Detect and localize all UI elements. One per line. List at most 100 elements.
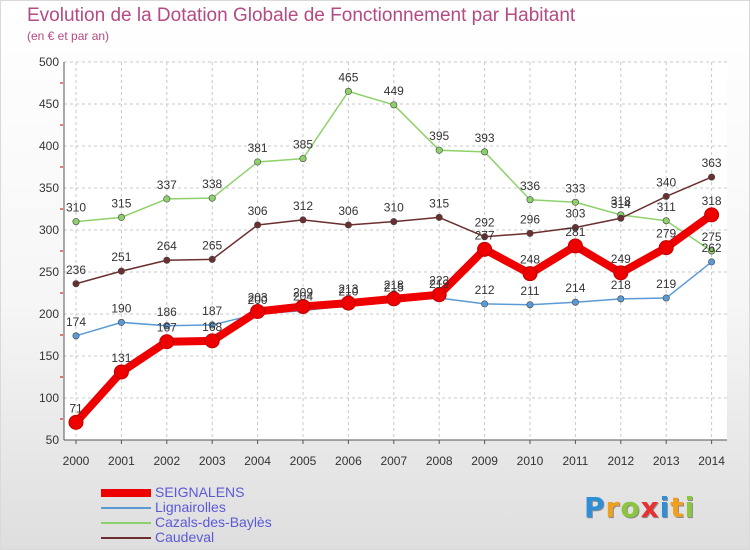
data-label: 212 bbox=[475, 283, 495, 297]
data-point bbox=[613, 265, 629, 281]
legend-swatch bbox=[101, 488, 151, 497]
legend-swatch bbox=[101, 506, 151, 509]
data-point bbox=[163, 256, 171, 264]
data-label: 306 bbox=[338, 204, 358, 218]
data-point bbox=[526, 229, 534, 237]
x-tick-label: 2011 bbox=[562, 454, 588, 468]
data-label: 236 bbox=[66, 263, 86, 277]
y-tick-label: 150 bbox=[39, 349, 59, 363]
data-point bbox=[295, 298, 311, 314]
data-label: 186 bbox=[157, 305, 177, 319]
legend-label: Lignairolles bbox=[155, 499, 226, 515]
data-label: 190 bbox=[111, 301, 131, 315]
y-tick-label: 450 bbox=[39, 97, 59, 111]
data-point bbox=[481, 233, 489, 241]
data-label: 281 bbox=[565, 225, 585, 239]
data-label: 204 bbox=[293, 290, 313, 304]
data-point bbox=[208, 194, 216, 202]
data-label: 131 bbox=[111, 351, 131, 365]
data-point bbox=[390, 101, 398, 109]
data-point bbox=[72, 218, 80, 226]
data-point bbox=[254, 221, 262, 229]
data-point bbox=[208, 255, 216, 263]
data-point bbox=[662, 294, 670, 302]
y-tick-label: 100 bbox=[39, 391, 59, 405]
data-label: 311 bbox=[657, 200, 676, 214]
data-point bbox=[477, 241, 493, 257]
data-point bbox=[526, 301, 534, 309]
legend-label: Caudeval bbox=[155, 529, 215, 545]
logo-letter: x bbox=[640, 491, 660, 524]
legend-label: SEIGNALENS bbox=[155, 484, 245, 500]
data-point bbox=[68, 414, 84, 430]
data-label: 71 bbox=[69, 401, 83, 415]
data-point bbox=[117, 213, 125, 221]
legend-item: Lignairolles bbox=[101, 500, 272, 515]
data-label: 315 bbox=[429, 196, 449, 210]
y-tick-label: 250 bbox=[39, 265, 59, 279]
y-tick-label: 500 bbox=[39, 55, 59, 69]
x-tick-label: 2002 bbox=[153, 454, 180, 468]
data-label: 174 bbox=[66, 315, 86, 329]
y-tick-label: 300 bbox=[39, 223, 59, 237]
plot-area bbox=[64, 62, 727, 440]
x-tick-label: 2014 bbox=[698, 454, 725, 468]
data-label: 210 bbox=[338, 285, 358, 299]
data-label: 449 bbox=[384, 84, 404, 98]
data-label: 338 bbox=[202, 177, 222, 191]
legend-swatch bbox=[101, 536, 151, 539]
data-label: 275 bbox=[702, 230, 722, 244]
data-point bbox=[208, 321, 216, 329]
data-label: 248 bbox=[520, 253, 540, 267]
data-label: 315 bbox=[111, 196, 131, 210]
data-point bbox=[159, 334, 175, 350]
data-point bbox=[571, 198, 579, 206]
data-point bbox=[522, 266, 538, 282]
data-point bbox=[708, 258, 716, 266]
data-label: 249 bbox=[611, 252, 631, 266]
y-tick-label: 400 bbox=[39, 139, 59, 153]
data-label: 187 bbox=[202, 304, 222, 318]
data-label: 264 bbox=[157, 239, 177, 253]
data-label: 292 bbox=[475, 216, 495, 230]
data-point bbox=[571, 298, 579, 306]
data-label: 312 bbox=[293, 199, 313, 213]
data-point bbox=[344, 87, 352, 95]
data-label: 213 bbox=[338, 282, 358, 296]
data-label: 314 bbox=[611, 197, 631, 211]
data-label: 381 bbox=[248, 141, 268, 155]
data-point bbox=[435, 146, 443, 154]
logo-letter: r bbox=[605, 491, 621, 524]
data-label: 219 bbox=[656, 277, 676, 291]
data-label: 340 bbox=[656, 175, 676, 189]
chart-legend: SEIGNALENS Lignairolles Cazals-des-Baylès C… bbox=[101, 485, 272, 545]
legend-item: Cazals-des-Baylès bbox=[101, 515, 272, 530]
data-point bbox=[708, 173, 716, 181]
data-label: 214 bbox=[565, 281, 585, 295]
data-label: 167 bbox=[157, 321, 177, 335]
data-point bbox=[113, 364, 129, 380]
data-label: 277 bbox=[475, 228, 495, 242]
y-tick-label: 350 bbox=[39, 181, 59, 195]
data-label: 262 bbox=[702, 241, 722, 255]
data-point bbox=[204, 333, 220, 349]
logo-letter: t bbox=[670, 491, 685, 524]
data-label: 223 bbox=[429, 274, 449, 288]
data-point bbox=[617, 214, 625, 222]
data-point bbox=[617, 295, 625, 303]
data-label: 296 bbox=[520, 212, 540, 226]
data-point bbox=[662, 192, 670, 200]
data-label: 209 bbox=[293, 285, 313, 299]
logo-letter: i bbox=[684, 491, 696, 524]
data-point bbox=[390, 218, 398, 226]
data-label: 200 bbox=[248, 293, 268, 307]
data-label: 385 bbox=[293, 138, 313, 152]
data-label: 251 bbox=[111, 250, 131, 264]
data-point bbox=[435, 213, 443, 221]
data-point bbox=[431, 287, 447, 303]
chart-subtitle: (en € et par an) bbox=[27, 29, 110, 43]
data-label: 265 bbox=[202, 238, 222, 252]
data-label: 279 bbox=[656, 227, 676, 241]
logo-letter: i bbox=[659, 491, 671, 524]
